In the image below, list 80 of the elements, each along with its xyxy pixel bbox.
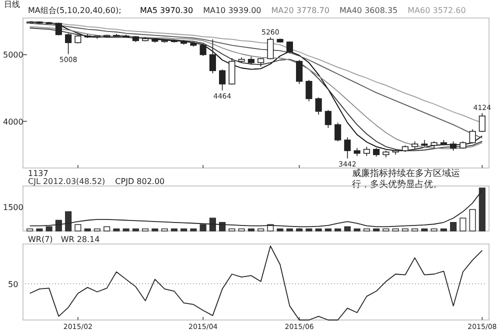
text: CJL 2012.03(48.52) <box>28 177 106 186</box>
bar <box>412 228 418 232</box>
bar <box>382 228 390 232</box>
candlestick <box>200 44 206 56</box>
text: MA20 3778.70 <box>271 6 330 15</box>
bar <box>315 228 322 232</box>
bar <box>276 228 284 232</box>
bar <box>209 218 216 232</box>
bar <box>373 228 380 232</box>
annotation: 1500 <box>3 203 24 212</box>
text: MA40 3608.35 <box>339 6 398 15</box>
bar <box>334 228 342 232</box>
bar <box>190 228 197 232</box>
bar <box>296 228 303 232</box>
bar <box>200 224 206 232</box>
bar <box>65 211 72 232</box>
bar <box>286 228 293 232</box>
candlestick <box>363 146 370 156</box>
bar <box>228 228 236 232</box>
bar <box>469 209 476 232</box>
bar <box>122 228 130 232</box>
candlestick <box>478 112 486 132</box>
bar <box>170 228 178 232</box>
text: MA5 3970.30 <box>140 6 194 15</box>
bar <box>46 226 52 232</box>
bar <box>363 228 370 232</box>
bar <box>324 228 332 232</box>
bar <box>460 218 466 232</box>
candlestick <box>219 68 226 91</box>
bar <box>440 228 447 232</box>
text: CPJD 802.00 <box>115 177 165 186</box>
bar <box>36 228 43 232</box>
text: MA60 3572.60 <box>408 6 466 15</box>
candlestick <box>296 60 303 84</box>
bar <box>402 228 408 232</box>
bar <box>344 226 351 232</box>
candlestick <box>469 128 476 144</box>
bar <box>152 228 158 232</box>
candlestick <box>334 122 342 142</box>
bar <box>74 224 82 232</box>
candlestick <box>344 136 351 159</box>
bar <box>94 228 100 232</box>
bar <box>248 228 254 232</box>
candlestick <box>315 96 322 116</box>
candlestick <box>450 140 457 152</box>
bar <box>55 220 62 232</box>
bar <box>161 228 168 232</box>
bar <box>450 222 457 232</box>
candlestick <box>306 80 312 102</box>
chart-title: MA组合(5,10,20,40,60); <box>28 6 122 15</box>
text: WR 28.14 <box>60 235 100 244</box>
chart-title: WR(7) <box>28 235 53 244</box>
bar <box>258 228 264 232</box>
bar <box>113 228 120 232</box>
candlestick <box>65 32 72 55</box>
bar <box>104 226 110 232</box>
bar <box>478 188 486 232</box>
text: 日线 <box>4 0 20 9</box>
candlestick <box>55 22 62 36</box>
bar <box>132 228 139 232</box>
bar <box>306 228 312 232</box>
bar <box>238 228 245 232</box>
bar <box>180 228 188 232</box>
bar <box>430 228 438 232</box>
bar <box>84 228 91 232</box>
candlestick <box>209 38 216 74</box>
annotation: 威廉指标持续在多方区域运行，多头优势显占优。 <box>352 168 460 190</box>
bar <box>421 228 428 232</box>
text: MA10 3939.00 <box>203 6 262 15</box>
text: 1137 <box>28 169 48 178</box>
candlestick <box>267 36 274 60</box>
bar <box>354 228 360 232</box>
bar <box>142 228 149 232</box>
candlestick <box>324 110 332 128</box>
candlestick <box>228 58 236 86</box>
bar <box>26 228 34 232</box>
y-tick-label: 4000 <box>3 117 24 126</box>
y-tick-label: 5000 <box>3 50 24 60</box>
text: 50 <box>8 280 18 289</box>
bar <box>392 228 399 232</box>
